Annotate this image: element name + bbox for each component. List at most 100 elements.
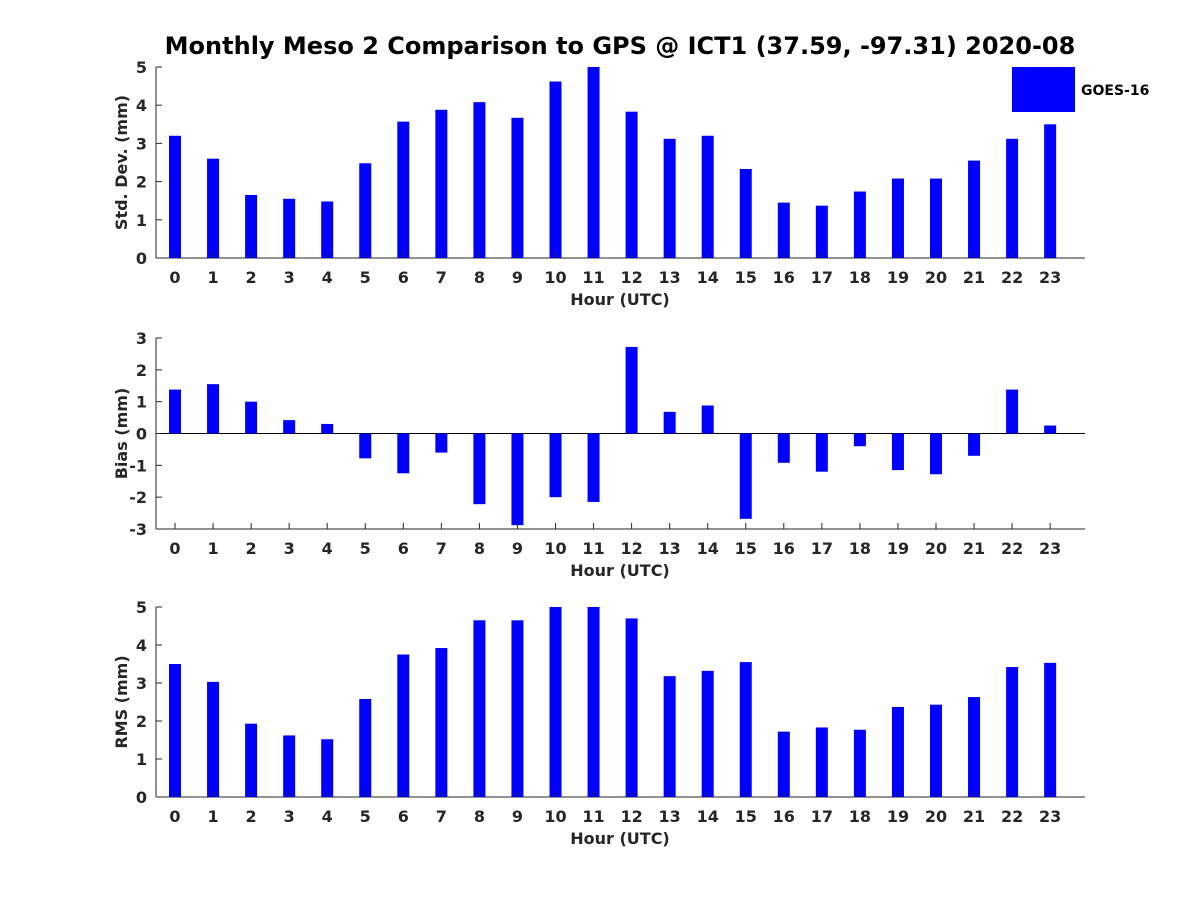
panel-bias-mm-bar-21 <box>968 433 981 456</box>
panel-std-dev-mm-bar-14 <box>701 135 714 258</box>
panel-bias-mm-x-tick-label-17: 17 <box>811 539 833 558</box>
panel-bias-mm-bar-3 <box>283 420 296 434</box>
panel-bias-mm-bar-4 <box>321 423 334 434</box>
panel-std-dev-mm-bar-10 <box>549 81 562 259</box>
panel-rms-mm-y-tick-label: 0 <box>136 788 147 807</box>
panel-rms-mm-x-tick-label-10: 10 <box>544 807 566 826</box>
panel-rms-mm-x-tick-label-9: 9 <box>512 807 523 826</box>
panel-rms-mm-y-tick-label: 5 <box>136 598 147 617</box>
panel-rms-mm-x-tick-label-17: 17 <box>811 807 833 826</box>
panel-std-dev-mm-y-tick-label: 3 <box>136 134 147 153</box>
panel-bias-mm-bar-20 <box>930 433 942 475</box>
legend-label-goes-16: GOES-16 <box>1081 83 1149 99</box>
panel-bias-mm-bar-1 <box>207 384 220 434</box>
panel-std-dev-mm-bar-22 <box>1006 138 1019 258</box>
panel-bias-mm-bar-15 <box>739 433 752 519</box>
panel-rms-mm-bar-17 <box>815 727 828 797</box>
panel-rms-mm-y-tick-label: 1 <box>136 750 147 769</box>
panel-bias-mm-y-tick-label: 2 <box>136 361 147 380</box>
panel-rms-mm-bar-16 <box>777 731 790 797</box>
panel-std-dev-mm-bar-0 <box>169 135 181 258</box>
panel-rms-mm-bar-22 <box>1006 667 1019 797</box>
panel-std-dev-mm-x-tick-label-20: 20 <box>925 268 947 287</box>
panel-bias-mm-bar-22 <box>1006 389 1019 434</box>
panel-rms-mm-y-label: RMS (mm) <box>112 655 131 748</box>
panel-std-dev-mm-x-tick-label-3: 3 <box>284 268 295 287</box>
panel-rms-mm-bar-19 <box>891 706 904 797</box>
panel-rms-mm-x-tick-label-20: 20 <box>925 807 947 826</box>
panel-rms-mm-bar-18 <box>853 729 866 797</box>
panel-std-dev-mm-x-tick-label-10: 10 <box>544 268 566 287</box>
panel-rms-mm-x-tick-label-5: 5 <box>360 807 371 826</box>
panel-bias-mm-x-tick-label-2: 2 <box>246 539 257 558</box>
panel-rms-mm-bar-4 <box>321 739 334 797</box>
panel-std-dev-mm-x-tick-label-0: 0 <box>169 268 180 287</box>
panel-std-dev-mm-x-tick-label-9: 9 <box>512 268 523 287</box>
panel-bias-mm-x-tick-label-10: 10 <box>544 539 566 558</box>
panel-rms-mm-bar-6 <box>397 654 410 797</box>
panel-bias-mm-x-tick-label-0: 0 <box>169 539 180 558</box>
panel-std-dev-mm-bar-16 <box>777 202 790 258</box>
panel-std-dev-mm-x-tick-label-13: 13 <box>659 268 681 287</box>
panel-rms-mm-bar-3 <box>283 735 296 797</box>
panel-bias-mm-y-tick-label: 0 <box>136 425 147 444</box>
panel-bias-mm-x-tick-label-22: 22 <box>1001 539 1023 558</box>
panel-std-dev-mm-x-tick-label-8: 8 <box>474 268 485 287</box>
panel-std-dev-mm-bar-4 <box>321 201 334 258</box>
panel-bias-mm-bar-7 <box>435 433 448 453</box>
panel-std-dev-mm-bar-11 <box>587 67 600 258</box>
panel-bias-mm-bar-2 <box>245 401 258 434</box>
panel-bias-mm-x-tick-label-15: 15 <box>735 539 757 558</box>
panel-bias-mm-x-tick-label-4: 4 <box>322 539 333 558</box>
panel-bias-mm-bar-12 <box>625 346 638 434</box>
panel-std-dev-mm-x-tick-label-14: 14 <box>697 268 719 287</box>
panel-rms-mm-x-label: Hour (UTC) <box>570 829 670 848</box>
panel-rms-mm-x-tick-label-7: 7 <box>436 807 447 826</box>
panel-bias-mm-y-tick-label: -3 <box>129 520 147 539</box>
panel-rms-mm-x-tick-label-19: 19 <box>887 807 909 826</box>
panel-bias-mm-y-tick-label: -1 <box>129 456 147 475</box>
panel-std-dev-mm-bar-6 <box>397 121 410 258</box>
panel-rms-mm-x-tick-label-18: 18 <box>849 807 871 826</box>
panel-std-dev-mm-y-tick-label: 0 <box>136 249 147 268</box>
panel-bias-mm-x-tick-label-11: 11 <box>582 539 604 558</box>
panel-bias-mm-bar-14 <box>701 405 714 434</box>
panel-rms-mm-bar-5 <box>359 698 372 797</box>
panel-bias-mm-x-tick-label-5: 5 <box>360 539 371 558</box>
panel-rms-mm-x-tick-label-8: 8 <box>474 807 485 826</box>
panel-rms-mm-bar-9 <box>511 620 524 797</box>
panel-bias-mm-x-tick-label-13: 13 <box>659 539 681 558</box>
panel-std-dev-mm-y-tick-label: 5 <box>136 58 147 77</box>
panel-rms-mm-bar-11 <box>587 607 600 797</box>
panel-bias-mm-y-tick-label: -2 <box>129 488 147 507</box>
panel-rms-mm-bar-15 <box>739 662 752 797</box>
panel-rms-mm-bar-12 <box>625 618 638 797</box>
panel-rms-mm-y-tick-label: 3 <box>136 674 147 693</box>
panel-std-dev-mm-x-tick-label-23: 23 <box>1039 268 1061 287</box>
panel-bias-mm-x-tick-label-9: 9 <box>512 539 523 558</box>
panel-rms-mm-bar-2 <box>245 723 258 797</box>
panel-std-dev-mm-bar-9 <box>511 117 524 258</box>
panel-bias-mm-x-tick-label-3: 3 <box>284 539 295 558</box>
panel-bias-mm-x-tick-label-16: 16 <box>773 539 795 558</box>
panel-bias-mm-y-tick-label: 1 <box>136 393 147 412</box>
panel-std-dev-mm-bar-19 <box>891 178 904 258</box>
panel-std-dev-mm-x-label: Hour (UTC) <box>570 290 670 309</box>
panel-rms-mm-x-tick-label-6: 6 <box>398 807 409 826</box>
panel-std-dev-mm-x-tick-label-19: 19 <box>887 268 909 287</box>
panel-bias-mm-x-tick-label-8: 8 <box>474 539 485 558</box>
panel-std-dev-mm-bar-23 <box>1044 124 1057 258</box>
panel-bias-mm-x-label: Hour (UTC) <box>570 561 670 580</box>
panel-rms-mm-x-tick-label-22: 22 <box>1001 807 1023 826</box>
panel-bias-mm-bar-17 <box>815 433 828 472</box>
panel-rms-mm-bar-20 <box>930 704 942 797</box>
panel-bias-mm-bar-13 <box>663 411 676 434</box>
panel-bias-mm-x-tick-label-12: 12 <box>620 539 642 558</box>
figure-title: Monthly Meso 2 Comparison to GPS @ ICT1 … <box>165 32 1076 60</box>
panel-bias-mm-y-tick-label: 3 <box>136 329 147 348</box>
panel-std-dev-mm-x-tick-label-7: 7 <box>436 268 447 287</box>
panel-std-dev-mm-x-tick-label-18: 18 <box>849 268 871 287</box>
